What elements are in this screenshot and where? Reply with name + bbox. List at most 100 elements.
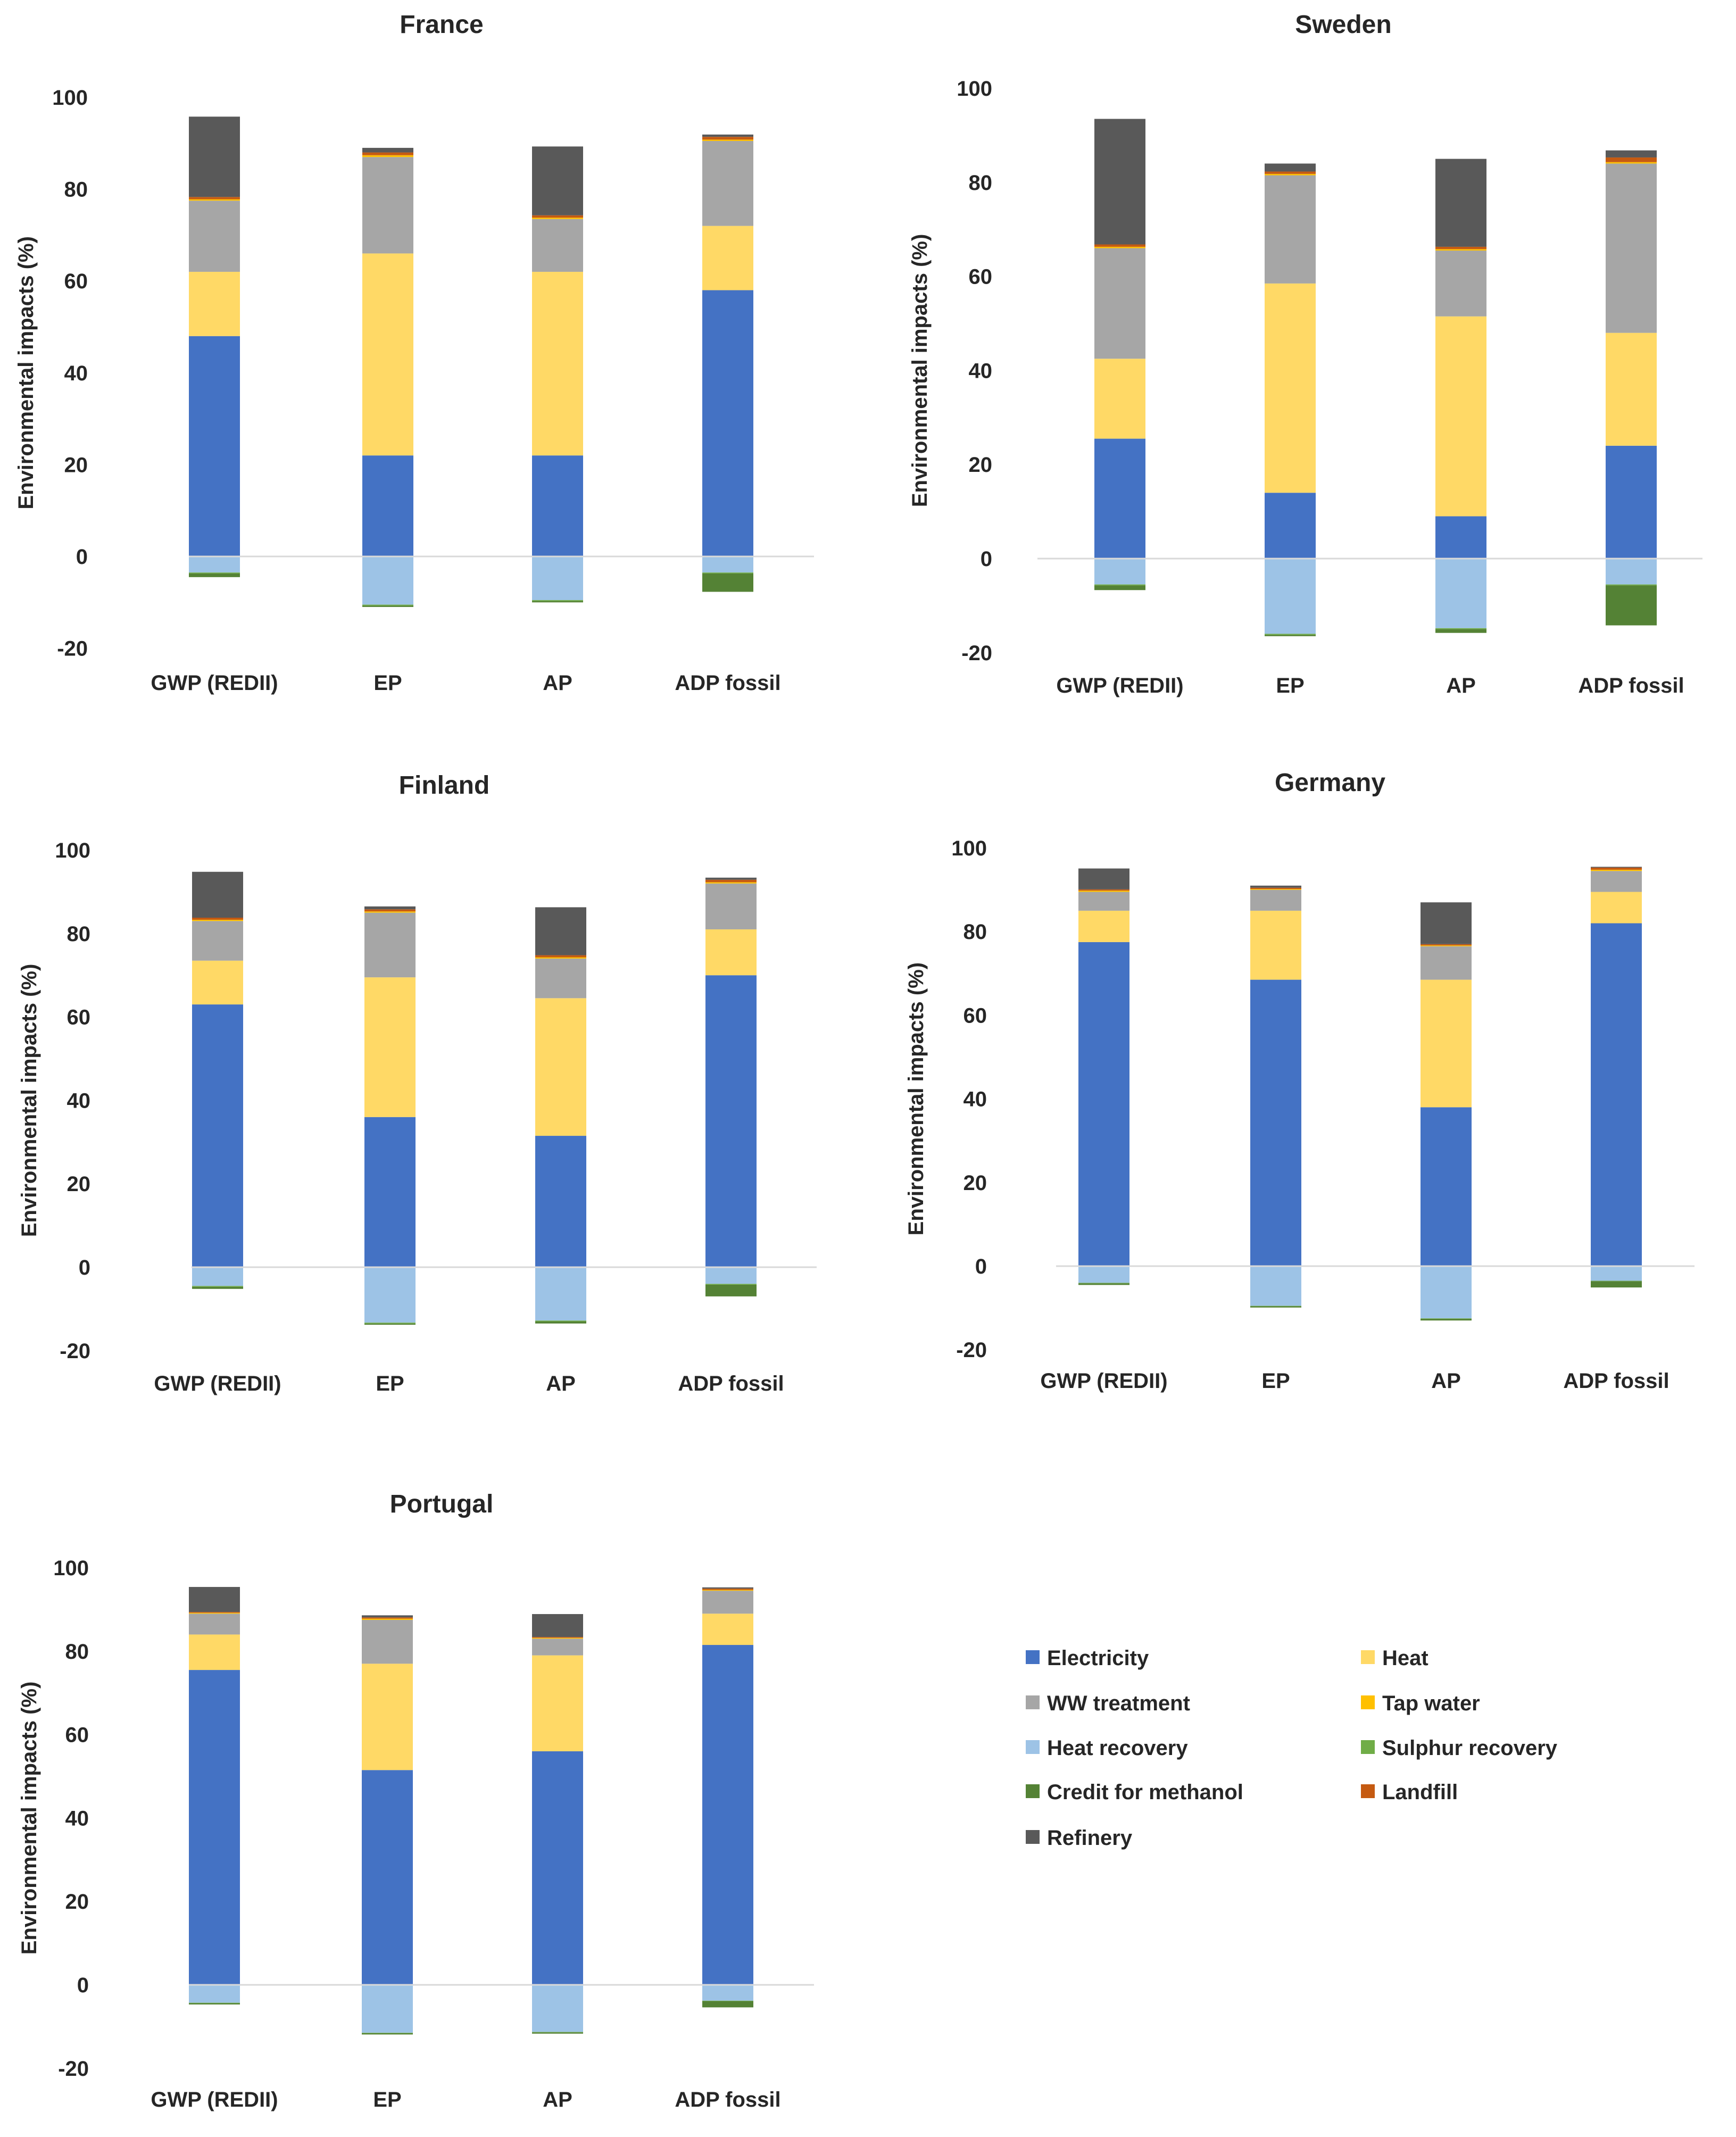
legend-label: Sulphur recovery — [1382, 1736, 1558, 1760]
legend-label: Refinery — [1047, 1826, 1133, 1850]
x-category-label: ADP fossil — [678, 1372, 784, 1395]
bar-segment-refinery-adp-fossil — [705, 877, 757, 880]
bar-segment-heat-ap — [535, 998, 586, 1136]
bar-segment-heat-gwp-redii — [192, 960, 243, 1005]
bar-segment-ww-treatment-ap — [535, 958, 586, 999]
bar-segment-heat-ap — [532, 271, 583, 456]
legend-label: Credit for methanol — [1047, 1781, 1243, 1804]
y-tick-label: -20 — [956, 1338, 987, 1362]
y-tick-label: -20 — [58, 2057, 89, 2081]
legend-swatch — [1026, 1740, 1040, 1754]
bar-segment-electricity-ep — [1250, 979, 1301, 1266]
legend-item-tap-water: Tap water — [1361, 1692, 1480, 1715]
y-tick-label: 100 — [55, 839, 90, 862]
bar-segment-ww-treatment-gwp-redii — [1078, 892, 1129, 911]
bar-segment-refinery-gwp-redii — [192, 871, 243, 918]
bar-segment-sulphur-recovery-adp-fossil — [1591, 1280, 1642, 1282]
y-tick-label: 60 — [963, 1004, 987, 1027]
bar-segment-landfill-ap — [535, 955, 586, 958]
legend-swatch — [1361, 1695, 1375, 1709]
bar-segment-ww-treatment-gwp-redii — [1094, 248, 1145, 359]
bar-segment-electricity-ap — [532, 455, 583, 556]
bar-segment-credit-for-methanol-adp-fossil — [705, 1284, 757, 1296]
bar-segment-electricity-adp-fossil — [702, 290, 753, 556]
bar-segment-tap-water-ep — [362, 155, 413, 157]
bar-segment-sulphur-recovery-ap — [535, 1320, 586, 1321]
bar-segment-credit-for-methanol-ep — [362, 2033, 413, 2035]
bar-segment-refinery-ap — [532, 146, 583, 215]
bar-segment-tap-water-adp-fossil — [702, 139, 753, 141]
bar-segment-tap-water-ep — [362, 1618, 413, 1620]
legend-swatch — [1026, 1830, 1040, 1844]
bar-segment-landfill-ap — [1435, 246, 1486, 250]
bar-segment-tap-water-ap — [532, 218, 583, 219]
chart-title-germany: Germany — [1275, 769, 1385, 797]
x-category-label: ADP fossil — [675, 671, 780, 695]
bar-segment-tap-water-adp-fossil — [705, 882, 757, 884]
y-axis-label-germany: Environmental impacts (%) — [904, 962, 928, 1235]
legend-item-credit-for-methanol: Credit for methanol — [1026, 1781, 1243, 1804]
bar-segment-tap-water-ep — [1250, 889, 1301, 890]
bar-segment-heat-adp-fossil — [1591, 892, 1642, 924]
bar-segment-credit-for-methanol-adp-fossil — [1606, 585, 1657, 626]
bar-segment-credit-for-methanol-adp-fossil — [1591, 1281, 1642, 1288]
legend-swatch — [1026, 1695, 1040, 1709]
bar-segment-electricity-ep — [362, 1770, 413, 1985]
bar-segment-refinery-gwp-redii — [189, 117, 240, 197]
bar-segment-ww-treatment-gwp-redii — [189, 1614, 240, 1635]
y-tick-label: 60 — [67, 1006, 91, 1029]
bar-segment-credit-for-methanol-ep — [364, 1323, 416, 1325]
bar-segment-credit-for-methanol-gwp-redii — [189, 573, 240, 577]
bar-segment-ww-treatment-ap — [1435, 250, 1486, 317]
charts-group: France Environmental impacts (%) -20 0 20 40 6… — [14, 11, 1702, 2111]
bar-segment-electricity-ap — [535, 1136, 586, 1267]
bar-segment-sulphur-recovery-ap — [1421, 1318, 1472, 1319]
bar-segment-heat-ap — [532, 1655, 583, 1751]
bar-segment-ww-treatment-ep — [1265, 175, 1316, 284]
bar-segment-ww-treatment-ap — [1421, 946, 1472, 980]
x-category-label: EP — [373, 671, 402, 695]
bar-segment-ww-treatment-adp-fossil — [705, 883, 757, 929]
bar-segment-landfill-ep — [1265, 171, 1316, 174]
bar-segment-heat-recovery-ep — [1265, 559, 1316, 634]
bar-segment-electricity-gwp-redii — [1078, 942, 1129, 1266]
bar-segment-heat-ep — [1250, 910, 1301, 980]
bar-segment-electricity-gwp-redii — [189, 1670, 240, 1985]
x-category-label: GWP (REDII) — [151, 671, 278, 695]
bar-segment-tap-water-adp-fossil — [1606, 162, 1657, 164]
x-category-label: ADP fossil — [675, 2088, 780, 2111]
bar-segment-heat-recovery-gwp-redii — [1094, 559, 1145, 585]
bar-segment-electricity-adp-fossil — [702, 1645, 753, 1985]
x-category-label: GWP (REDII) — [151, 2088, 278, 2111]
legend-item-sulphur-recovery: Sulphur recovery — [1361, 1736, 1558, 1760]
bar-segment-heat-ep — [362, 1664, 413, 1770]
bar-segment-electricity-ap — [1421, 1107, 1472, 1266]
bar-segment-landfill-adp-fossil — [1606, 157, 1657, 162]
legend-label: Landfill — [1382, 1781, 1458, 1804]
y-tick-label: 0 — [975, 1255, 987, 1278]
bar-segment-tap-water-ap — [535, 957, 586, 959]
bar-segment-landfill-gwp-redii — [189, 1612, 240, 1613]
y-axis-label-france: Environmental impacts (%) — [14, 236, 38, 509]
bar-segment-sulphur-recovery-ep — [1265, 634, 1316, 635]
bar-segment-ww-treatment-ep — [1250, 889, 1301, 911]
bar-segment-credit-for-methanol-gwp-redii — [1094, 585, 1145, 591]
bar-segment-heat-adp-fossil — [702, 1614, 753, 1645]
chart-sweden: Sweden Environmental impacts (%) -20 0 20 40 6… — [908, 11, 1702, 697]
y-tick-label: 100 — [53, 1557, 89, 1580]
bar-segment-heat-ep — [1265, 283, 1316, 493]
y-tick-label: 100 — [52, 86, 88, 110]
legend-item-ww-treatment: WW treatment — [1026, 1692, 1190, 1715]
bar-segment-heat-ap — [1421, 979, 1472, 1108]
bar-segment-landfill-ap — [532, 215, 583, 218]
legend-swatch — [1361, 1740, 1375, 1754]
bar-segment-landfill-gwp-redii — [1078, 889, 1129, 891]
bar-segment-heat-recovery-adp-fossil — [705, 1267, 757, 1284]
legend-swatch — [1361, 1784, 1375, 1798]
x-category-label: AP — [543, 671, 572, 695]
bar-segment-tap-water-gwp-redii — [1094, 246, 1145, 248]
bar-segment-credit-for-methanol-gwp-redii — [189, 2003, 240, 2005]
bar-segment-sulphur-recovery-adp-fossil — [705, 1284, 757, 1285]
bar-segment-electricity-adp-fossil — [1606, 445, 1657, 559]
bar-segment-sulphur-recovery-ep — [362, 604, 413, 606]
